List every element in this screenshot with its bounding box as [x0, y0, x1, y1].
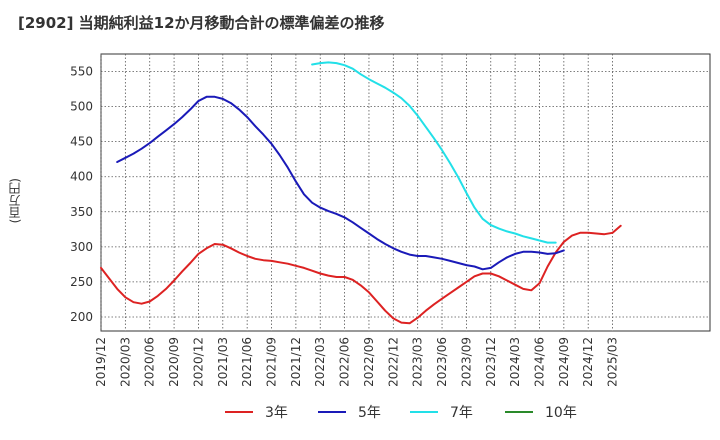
x-axis-ticks: 2019/12 2020/03 2020/06 2020/09 2020/12 2021/…	[94, 337, 620, 387]
series-line-7年	[311, 61, 557, 244]
x-tick-label: 2020/06	[143, 337, 157, 387]
y-tick-label: 350	[70, 205, 93, 219]
series-line-3年	[100, 224, 622, 325]
x-tick-label: 2024/03	[508, 337, 522, 387]
x-tick-label: 2021/06	[240, 337, 254, 387]
x-tick-label: 2022/12	[386, 337, 400, 387]
plot-area-frame	[100, 53, 711, 332]
y-axis-ticks: 200 250 300 350 400 450 500 550	[70, 65, 93, 324]
legend-label-3年: 3年	[265, 405, 288, 421]
x-tick-label: 2024/09	[557, 337, 571, 387]
grid-lines	[100, 54, 710, 331]
legend-label-10年: 10年	[545, 405, 577, 421]
chart-title: [2902] 当期純利益12か月移動合計の標準偏差の推移	[18, 14, 385, 32]
legend: 3年 5年 7年 10年	[225, 405, 577, 421]
y-tick-label: 550	[70, 65, 93, 79]
x-tick-label: 2023/03	[411, 337, 425, 387]
legend-label-5年: 5年	[358, 405, 381, 421]
x-tick-label: 2021/12	[289, 337, 303, 387]
y-tick-label: 200	[70, 310, 93, 324]
x-tick-label: 2022/03	[313, 337, 327, 387]
x-tick-label: 2025/03	[606, 337, 620, 387]
x-tick-label: 2020/03	[118, 337, 132, 387]
x-tick-label: 2021/09	[265, 337, 279, 387]
x-tick-label: 2022/09	[362, 337, 376, 387]
x-tick-label: 2022/06	[338, 337, 352, 387]
y-tick-label: 400	[70, 170, 93, 184]
legend-label-7年: 7年	[450, 405, 473, 421]
y-tick-label: 500	[70, 100, 93, 114]
x-tick-label: 2020/09	[167, 337, 181, 387]
x-tick-label: 2023/09	[459, 337, 473, 387]
x-tick-label: 2023/06	[435, 337, 449, 387]
y-tick-label: 300	[70, 240, 93, 254]
series-lines	[100, 61, 622, 325]
y-tick-label: 250	[70, 275, 93, 289]
x-tick-label: 2024/06	[532, 337, 546, 387]
x-tick-label: 2024/12	[581, 337, 595, 387]
x-tick-label: 2019/12	[94, 337, 108, 387]
x-tick-label: 2023/12	[484, 337, 498, 387]
x-tick-label: 2020/12	[191, 337, 205, 387]
y-tick-label: 450	[70, 135, 93, 149]
series-line-5年	[116, 95, 565, 271]
x-tick-label: 2021/03	[216, 337, 230, 387]
